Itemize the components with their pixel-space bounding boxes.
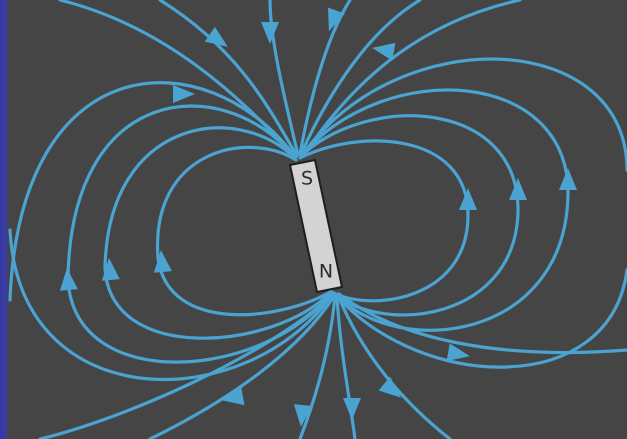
field-arrow-icon [372,42,396,61]
field-arrow-icon [221,387,245,406]
field-arrow-icon [446,343,470,362]
field-arrow-icon [204,26,228,47]
field-line [335,268,627,369]
field-line [298,294,337,439]
field-line [298,139,470,303]
field-line [335,294,357,439]
field-line [158,0,299,158]
field-line [302,0,522,157]
field-arrow-icon [559,168,577,190]
field-line [336,293,452,439]
field-arrow-icon [327,7,345,32]
field-arrow-icon [173,85,195,103]
field-arrows [59,7,577,427]
field-arrow-icon [509,178,527,200]
field-line [299,114,520,317]
field-line [299,0,422,156]
field-lines [8,0,627,439]
magnet-body [288,158,344,294]
field-arrow-icon [153,250,172,273]
field-arrow-icon [59,268,78,291]
field-line [58,0,298,159]
field-line [148,294,336,439]
field-arrow-icon [261,22,279,44]
field-line [8,228,335,382]
north-pole-label: N [319,261,333,283]
field-arrow-icon [101,258,120,281]
bar-magnet: S N [288,158,344,294]
field-line [156,145,332,317]
field-line [38,293,335,439]
south-pole-label: S [301,168,313,190]
field-arrow-icon [343,398,361,420]
field-line [268,0,300,157]
field-arrow-icon [378,376,402,398]
field-arrow-icon [293,404,312,427]
field-line [337,292,627,355]
field-line [301,57,627,172]
field-line [300,88,570,332]
field-arrow-icon [459,188,477,210]
field-line [103,126,333,340]
